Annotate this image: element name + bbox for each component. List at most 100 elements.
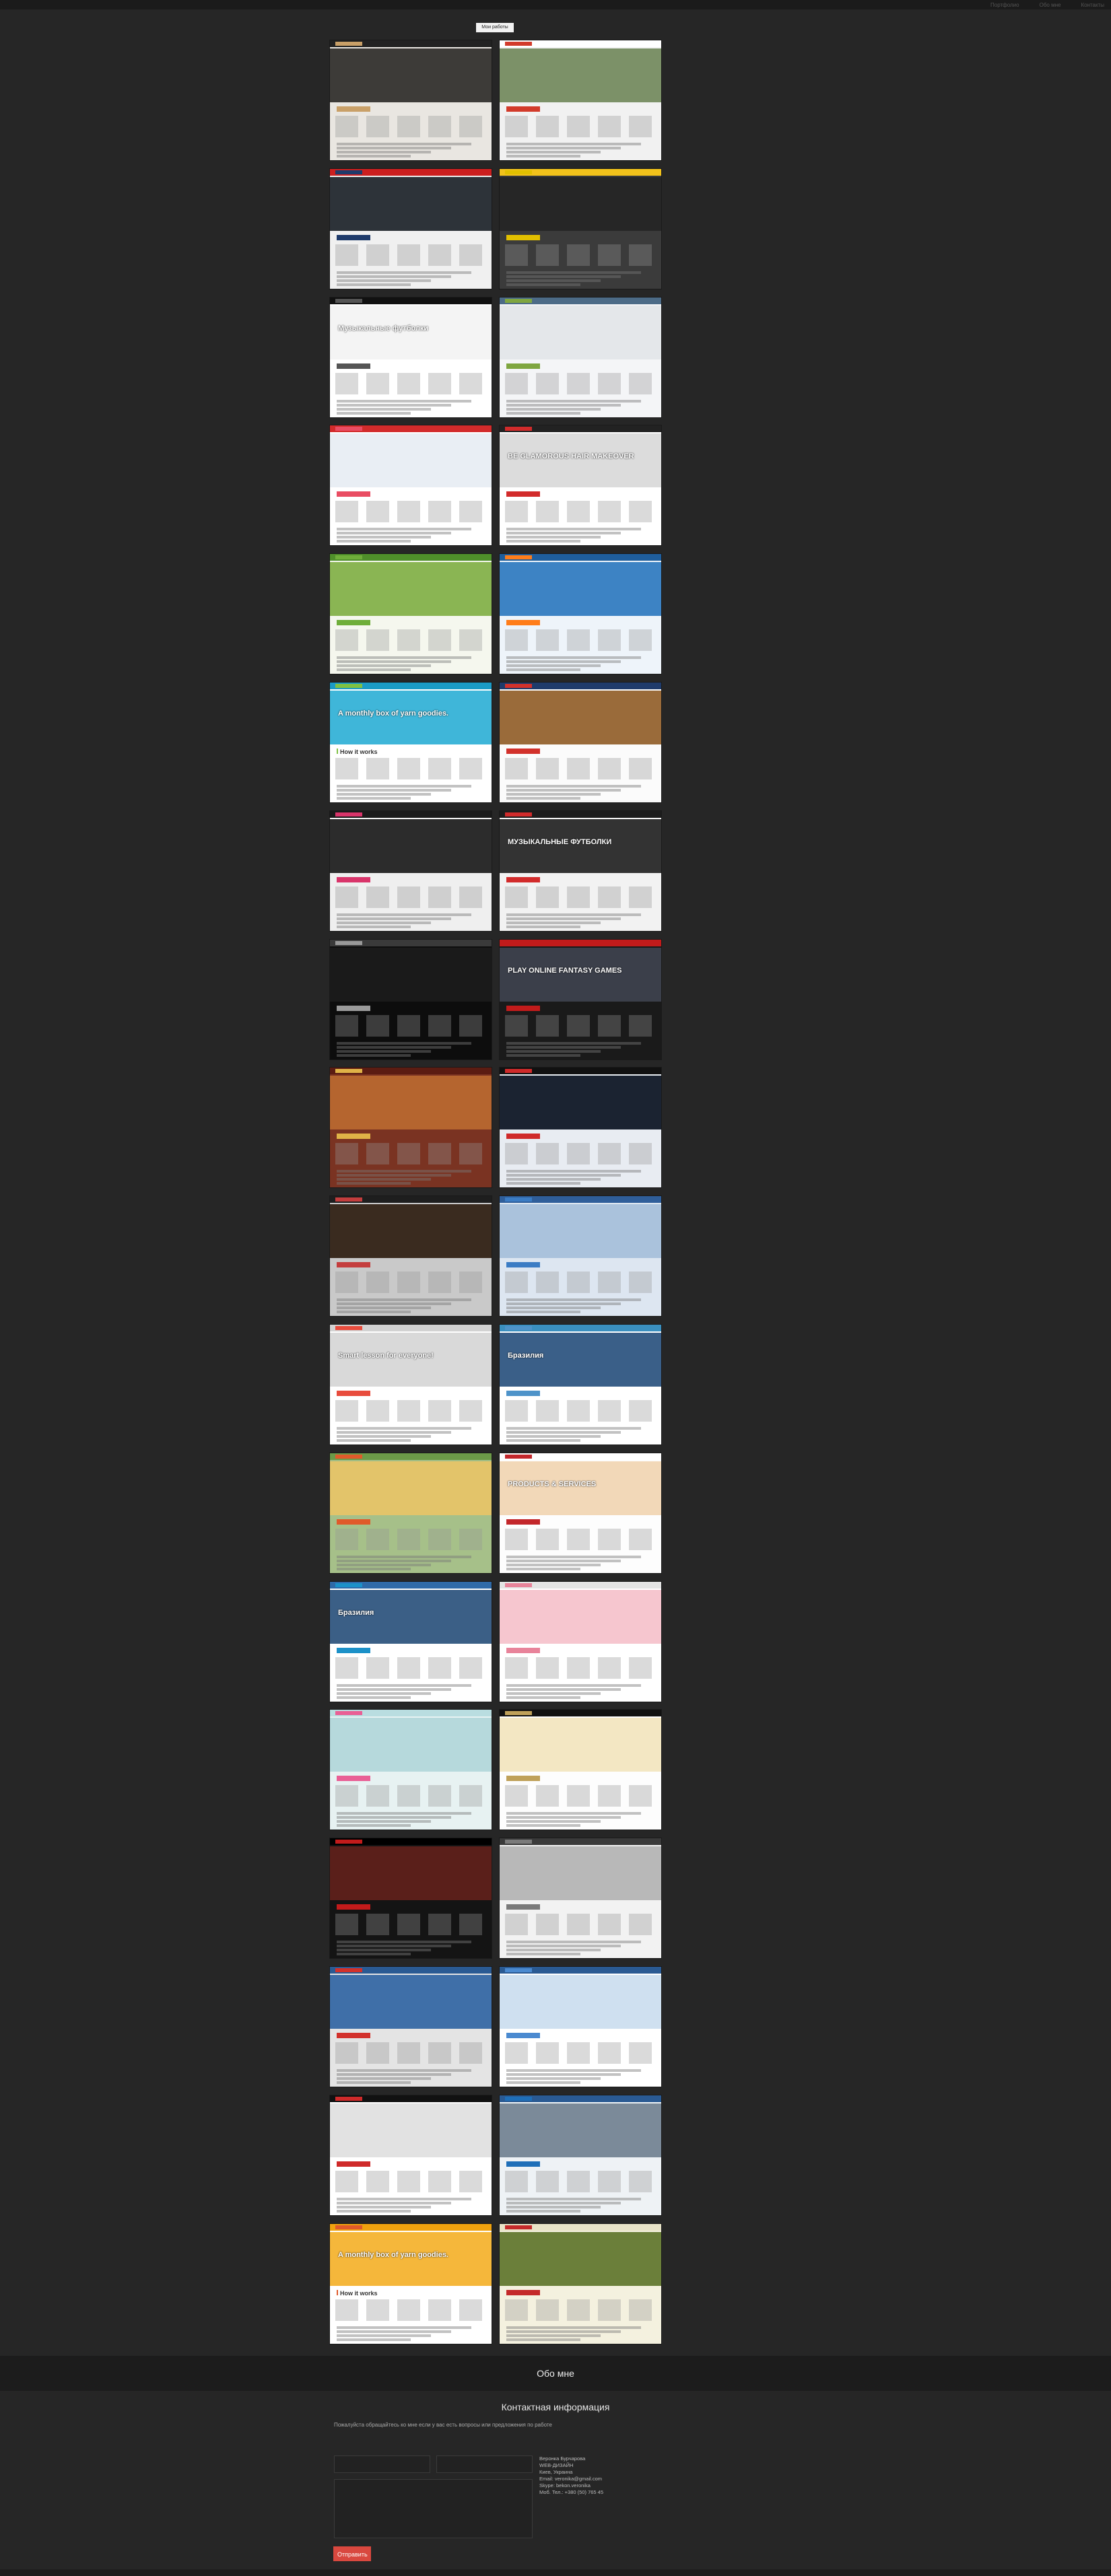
portfolio-thumb-21[interactable]: Smart lesson for everyone!: [330, 1325, 492, 1444]
portfolio-thumb-20[interactable]: [500, 1196, 661, 1317]
thumb-text-line: [506, 656, 641, 660]
thumb-logo: [505, 170, 532, 174]
thumb-text-line: [506, 2197, 641, 2200]
portfolio-thumb-1[interactable]: [330, 40, 492, 160]
thumb-content-block: [397, 116, 420, 137]
thumb-hero-image: [500, 1333, 661, 1387]
thumb-text-line: [506, 2073, 621, 2076]
thumb-text-line: [506, 1041, 641, 1045]
thumb-content-block: [505, 1914, 528, 1936]
thumb-content-block: [598, 1528, 621, 1550]
portfolio-thumb-17[interactable]: [330, 1068, 492, 1188]
thumb-content-block: [397, 1528, 420, 1550]
portfolio-thumb-18[interactable]: [500, 1068, 661, 1188]
portfolio-thumb-30[interactable]: [500, 1838, 661, 1959]
thumb-content-block: [598, 244, 621, 266]
thumb-header-bar: [500, 425, 661, 433]
thumb-text-line: [337, 656, 471, 660]
thumb-content-block: [335, 1014, 358, 1037]
thumb-content-block: [335, 1785, 358, 1807]
portfolio-thumb-15[interactable]: [330, 939, 492, 1059]
portfolio-thumb-33[interactable]: [330, 2095, 492, 2215]
thumb-content-block: [629, 1400, 652, 1422]
portfolio-thumb-6[interactable]: [500, 297, 661, 417]
portfolio-thumb-28[interactable]: [500, 1710, 661, 1830]
name-input[interactable]: [334, 2456, 430, 2473]
portfolio-thumb-3[interactable]: [330, 168, 492, 289]
thumb-content-block: [629, 501, 652, 523]
portfolio-thumb-14[interactable]: МУЗЫКАЛЬНЫЕ ФУТБОЛКИ: [500, 810, 661, 931]
portfolio-thumb-5[interactable]: Музыкальные футболки: [330, 297, 492, 417]
thumb-content-block: [366, 886, 389, 908]
portfolio-thumb-26[interactable]: [500, 1581, 661, 1702]
thumb-logo: [505, 940, 532, 945]
thumb-text-line: [506, 1559, 621, 1562]
portfolio-thumb-35[interactable]: A monthly box of yarn goodies. How it wor…: [330, 2223, 492, 2344]
portfolio-thumb-19[interactable]: [330, 1196, 492, 1317]
portfolio-thumb-31[interactable]: [330, 1967, 492, 2087]
portfolio-thumb-9[interactable]: [330, 554, 492, 674]
portfolio-thumb-4[interactable]: [500, 168, 661, 289]
thumb-content-block: [536, 629, 559, 652]
contact-profession: WEB-ДИЗАЙН: [539, 2462, 574, 2468]
nav-link-portfolio[interactable]: Портфолио: [990, 1, 1019, 8]
thumb-text-line: [337, 1049, 431, 1053]
thumb-content-block: [598, 1914, 621, 1936]
thumb-text-line: [337, 1298, 471, 1302]
send-button[interactable]: Отправить: [333, 2546, 371, 2561]
thumb-logo: [335, 1968, 362, 1972]
thumb-content-block: [335, 1657, 358, 1679]
thumb-content-block: [397, 1785, 420, 1807]
thumb-text-line: [337, 1435, 431, 1438]
portfolio-thumb-22[interactable]: Бразилия: [500, 1325, 661, 1444]
thumb-header-bar: [330, 1581, 492, 1589]
thumb-logo: [505, 1840, 532, 1844]
portfolio-thumb-36[interactable]: [500, 2223, 661, 2344]
nav-link-about[interactable]: Обо мне: [1039, 1, 1061, 8]
message-textarea[interactable]: [334, 2479, 533, 2538]
portfolio-thumb-23[interactable]: [330, 1453, 492, 1573]
thumb-content-block: [335, 116, 358, 137]
thumb-content-block: [629, 1914, 652, 1936]
thumb-header-bar: [330, 1710, 492, 1717]
portfolio-thumb-16[interactable]: PLAY ONLINE FANTASY GAMES: [500, 939, 661, 1059]
thumb-accent: [337, 1262, 370, 1268]
thumb-content-block: [397, 1143, 420, 1165]
thumb-content-block: [335, 1400, 358, 1422]
portfolio-thumb-24[interactable]: PRODUCTS & SERVICES: [500, 1453, 661, 1573]
thumb-content-block: [598, 886, 621, 908]
thumb-content-block: [366, 501, 389, 523]
thumb-logo: [335, 42, 362, 46]
portfolio-thumb-7[interactable]: [330, 425, 492, 546]
thumb-text-line: [337, 1431, 451, 1434]
email-input[interactable]: [436, 2456, 533, 2473]
portfolio-thumb-29[interactable]: [330, 1838, 492, 1959]
portfolio-thumb-11[interactable]: A monthly box of yarn goodies. How it wor…: [330, 683, 492, 802]
portfolio-thumb-32[interactable]: [500, 1967, 661, 2087]
portfolio-thumb-27[interactable]: [330, 1710, 492, 1830]
thumb-text-line: [337, 789, 451, 792]
portfolio-thumb-10[interactable]: [500, 554, 661, 674]
thumb-text-line: [506, 1816, 621, 1819]
portfolio-thumb-34[interactable]: [500, 2095, 661, 2215]
portfolio-thumb-2[interactable]: [500, 40, 661, 160]
thumb-text-line: [506, 797, 580, 800]
thumb-content-block: [567, 1272, 590, 1294]
thumb-text-line: [506, 407, 601, 411]
thumb-text-line: [506, 1824, 580, 1827]
thumb-hero-image: [330, 1589, 492, 1644]
thumb-logo: [335, 1069, 362, 1074]
portfolio-thumb-25[interactable]: Бразилия: [330, 1581, 492, 1702]
contact-email[interactable]: Email: veronika@gmail.com: [539, 2476, 603, 2482]
contact-skype[interactable]: Skype: bekon.veronika: [539, 2482, 591, 2488]
thumb-content-block: [505, 1528, 528, 1550]
thumb-content-block: [459, 116, 482, 137]
nav-link-contacts[interactable]: Контакты: [1081, 1, 1104, 8]
thumb-accent: [506, 1391, 540, 1396]
portfolio-thumb-12[interactable]: [500, 683, 661, 802]
thumb-hero-image: [500, 1589, 661, 1644]
thumb-text-line: [506, 411, 580, 415]
portfolio-thumb-13[interactable]: [330, 810, 492, 931]
portfolio-thumb-8[interactable]: BE GLAMOROUS HAIR MAKEOVER: [500, 425, 661, 546]
thumb-text-line: [506, 155, 580, 158]
